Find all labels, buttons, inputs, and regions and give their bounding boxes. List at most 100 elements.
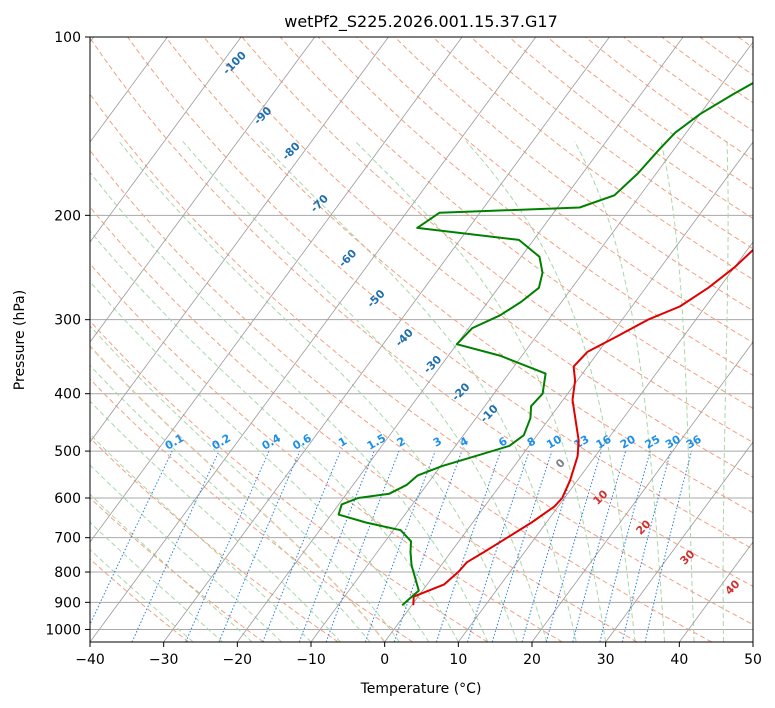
isotherm-line	[90, 37, 168, 143]
x-tick-label: 10	[449, 652, 467, 668]
isotherm-line	[90, 37, 316, 343]
mixing-ratio-line	[262, 450, 341, 642]
moist-adiabat	[722, 141, 729, 642]
x-tick-label: −40	[75, 652, 105, 668]
x-axis-label: Temperature (°C)	[360, 681, 482, 697]
dry-adiabat	[318, 37, 753, 376]
dry-adiabats	[90, 37, 753, 642]
y-tick-label: 400	[54, 387, 81, 403]
moist-adiabat	[90, 230, 459, 642]
dry-adiabat	[90, 497, 264, 642]
moist-adiabat	[660, 141, 695, 642]
dry-adiabat	[90, 93, 753, 626]
moist-adiabat	[90, 171, 489, 642]
mixing-ratio-line	[131, 450, 220, 642]
dry-adiabat	[90, 37, 753, 587]
moist-adiabat	[90, 280, 430, 642]
temperature-line	[412, 248, 753, 606]
x-tick-label: −30	[149, 652, 179, 668]
mixing-ratio-line	[218, 450, 301, 642]
dry-adiabat	[470, 37, 753, 250]
x-tick-label: 40	[670, 652, 688, 668]
y-tick-label: 800	[54, 565, 81, 581]
x-tick-label: 30	[597, 652, 615, 668]
dewpoint-line	[337, 81, 753, 606]
mixing-ratio-line	[599, 450, 651, 642]
isotherm-line	[384, 141, 753, 642]
mixing-ratio-line	[644, 450, 693, 642]
mixing-ratio-line	[572, 450, 627, 642]
mixing-ratio-line	[185, 450, 270, 642]
x-tick-label: 0	[380, 652, 389, 668]
plot-frame	[89, 36, 754, 643]
x-tick-label: −10	[296, 652, 326, 668]
moist-adiabat	[465, 140, 636, 642]
dry-adiabat	[90, 206, 638, 642]
moist-adiabat	[90, 548, 194, 642]
dry-adiabat	[90, 149, 712, 642]
dry-adiabat	[279, 37, 753, 410]
isotherm-line	[90, 37, 463, 543]
moist-adiabat	[90, 433, 312, 642]
y-tick-label: 200	[54, 208, 81, 224]
isotherm-line	[90, 37, 389, 443]
isobar-grid	[90, 37, 753, 630]
dry-adiabat	[90, 320, 488, 642]
dry-adiabat	[585, 37, 753, 161]
plot-area: -100-90-80-70-60-50-40-30-20-100.1 0.2 0.4…	[90, 37, 753, 642]
reference-moist-adiabat	[90, 345, 386, 642]
isotherm-line	[605, 441, 753, 642]
dry-adiabat	[546, 37, 753, 190]
mixing-ratio-line	[467, 450, 530, 642]
mixing-ratio-line	[491, 450, 553, 642]
moist-adiabat	[574, 141, 666, 642]
moist-adiabat	[90, 521, 223, 642]
dry-adiabat	[127, 37, 753, 550]
y-axis-label: Pressure (hPa)	[12, 290, 28, 390]
dry-adiabat	[356, 37, 753, 344]
moist-adiabat	[118, 140, 518, 642]
y-tick-label: 600	[54, 491, 81, 507]
mixing-ratio-line	[393, 450, 463, 642]
dry-adiabat	[394, 37, 753, 312]
isotherm-line	[90, 37, 242, 243]
dry-adiabat	[165, 37, 753, 514]
moist-adiabat	[259, 140, 577, 642]
mixing-ratio-line	[545, 450, 602, 642]
isotherm-line	[310, 41, 753, 642]
moist-adiabat	[354, 140, 607, 642]
moist-adiabat	[182, 140, 548, 642]
profile-series	[337, 81, 753, 606]
mixing-ratio-line	[364, 450, 436, 642]
isotherm-line	[90, 37, 537, 642]
mixing-ratio-line	[90, 450, 173, 626]
moist-adiabat	[90, 364, 371, 642]
mixing-ratio-lines	[90, 450, 693, 642]
isotherm-line	[458, 241, 753, 642]
y-tick-label: 700	[54, 531, 81, 547]
dry-adiabat	[90, 263, 563, 642]
x-tick-label: 20	[523, 652, 541, 668]
mixing-ratio-line	[435, 450, 502, 642]
moist-adiabat	[90, 400, 341, 642]
moist-adiabats	[90, 140, 729, 642]
moist-adiabat	[90, 493, 253, 642]
y-tick-label: 900	[54, 595, 81, 611]
moist-adiabat	[90, 464, 282, 642]
moist-adiabat	[90, 325, 400, 642]
y-axis-ticks: 100 200 300 400 500 600 700 800 900 1000	[45, 30, 90, 638]
chart-title: wetPf2_S225.2026.001.15.37.G17	[284, 12, 558, 32]
dry-adiabat	[241, 37, 753, 444]
x-axis-ticks: −40 −30 −20 −10 0 10 20 30 40 50	[75, 642, 762, 668]
y-tick-label: 1000	[45, 622, 81, 638]
mixing-ratio-line	[298, 450, 375, 642]
x-tick-label: 50	[744, 652, 762, 668]
y-tick-label: 500	[54, 444, 81, 460]
x-tick-label: −20	[223, 652, 253, 668]
mixing-ratio-line	[521, 450, 580, 642]
isotherm-line	[163, 37, 610, 642]
isotherm-line	[531, 341, 753, 642]
y-tick-label: 100	[54, 30, 81, 46]
